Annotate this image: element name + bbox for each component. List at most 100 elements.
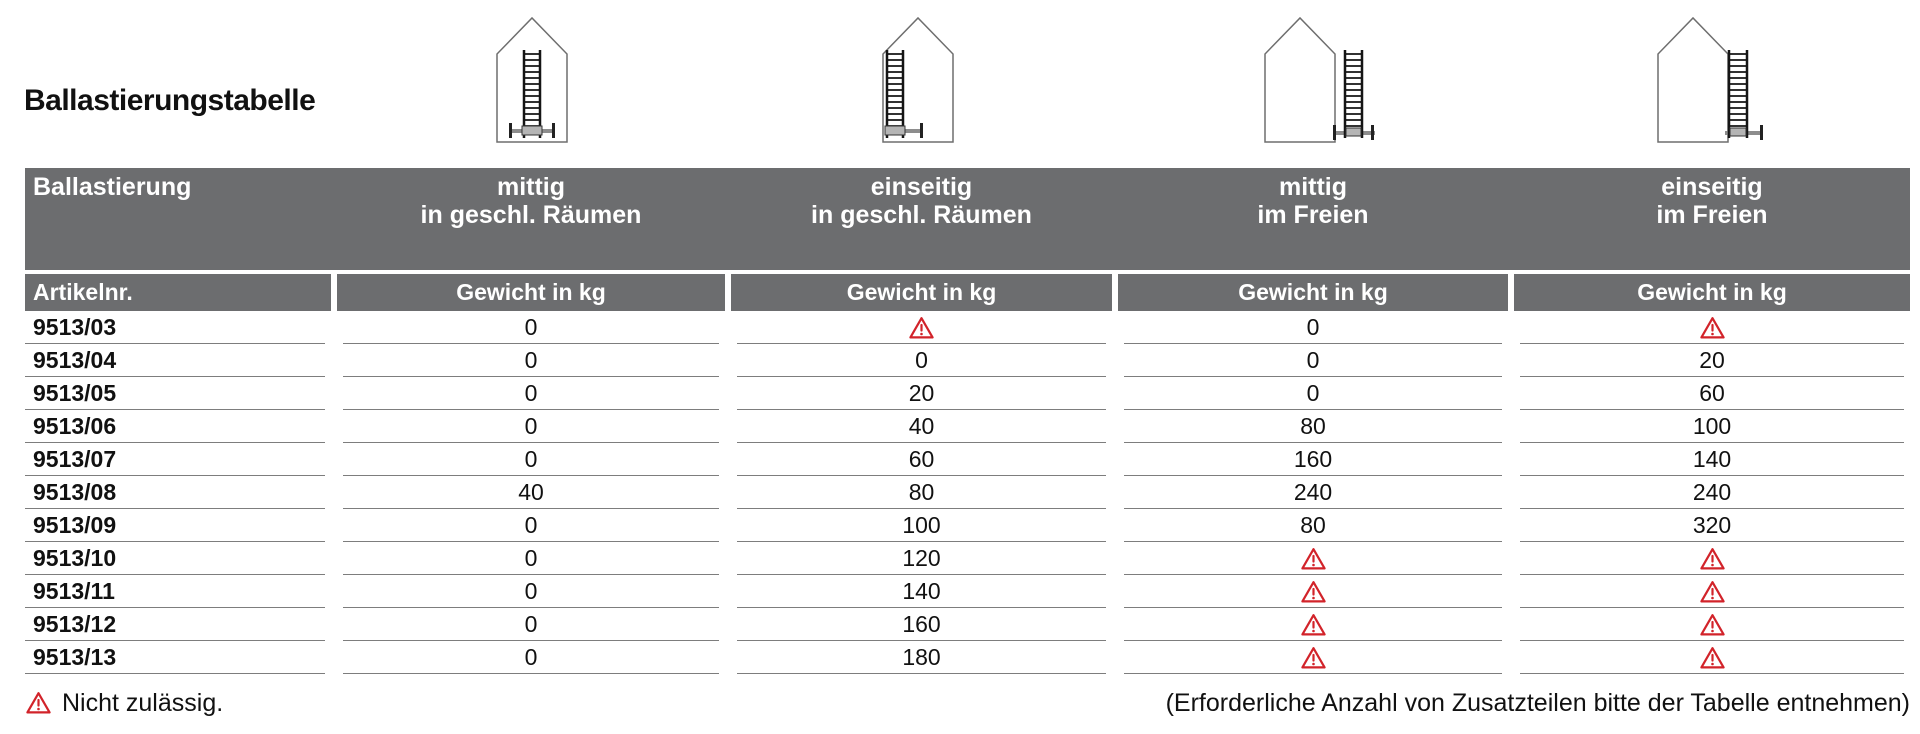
warning-icon	[1300, 613, 1326, 635]
warning-icon	[1699, 547, 1725, 569]
warning-icon	[1699, 316, 1725, 338]
value-cell: 0	[1118, 377, 1508, 410]
value-cell: 240	[1118, 476, 1508, 509]
artikelnr-cell: 9513/12	[25, 608, 331, 641]
column-header-line1: mittig	[496, 173, 566, 201]
artikelnr-cell: 9513/11	[25, 575, 331, 608]
table-row: 9513/13 0 180	[25, 641, 1910, 674]
value-cell: 0	[337, 311, 725, 344]
value-cell: 160	[1118, 443, 1508, 476]
table-rows: 9513/03 0 0 9513/04 0 0 0 20 9513/05 0 2…	[25, 311, 1910, 674]
header-ballastierung-label: Ballastierung	[33, 173, 192, 201]
value-cell: 100	[1514, 410, 1910, 443]
house-ladder-center-outdoor-icon	[1264, 16, 1375, 143]
value-cell: 80	[731, 476, 1112, 509]
value-cell: 20	[731, 377, 1112, 410]
value-cell	[731, 311, 1112, 344]
gewicht-header: Gewicht in kg	[1514, 274, 1910, 311]
warning-icon	[26, 692, 51, 714]
value-cell	[1118, 542, 1508, 575]
artikelnr-cell: 9513/13	[25, 641, 331, 674]
table-row: 9513/11 0 140	[25, 575, 1910, 608]
value-cell: 0	[731, 344, 1112, 377]
column-header-line2: in geschl. Räumen	[420, 201, 642, 229]
value-cell: 140	[1514, 443, 1910, 476]
value-cell: 0	[337, 344, 725, 377]
value-cell: 0	[337, 443, 725, 476]
value-cell: 140	[731, 575, 1112, 608]
value-cell: 100	[731, 509, 1112, 542]
value-cell: 60	[731, 443, 1112, 476]
value-cell	[1118, 608, 1508, 641]
value-cell: 40	[337, 476, 725, 509]
value-cell	[1514, 542, 1910, 575]
house-ladder-side-indoor-icon	[882, 16, 954, 143]
table-row: 9513/04 0 0 0 20	[25, 344, 1910, 377]
value-cell: 0	[337, 377, 725, 410]
artikelnr-cell: 9513/08	[25, 476, 331, 509]
value-cell	[1514, 608, 1910, 641]
value-cell: 0	[1118, 311, 1508, 344]
column-header-mittig-indoor: mittig in geschl. Räumen	[337, 173, 725, 229]
value-cell: 320	[1514, 509, 1910, 542]
value-cell: 180	[731, 641, 1112, 674]
page-title: Ballastierungstabelle	[24, 84, 316, 117]
warning-legend-text: Nicht zulässig.	[62, 688, 224, 717]
value-cell: 0	[337, 608, 725, 641]
value-cell: 0	[337, 410, 725, 443]
footer: Nicht zulässig. (Erforderliche Anzahl vo…	[25, 684, 1910, 722]
column-header-line2: im Freien	[1656, 201, 1768, 229]
value-cell: 0	[337, 509, 725, 542]
value-cell: 0	[337, 641, 725, 674]
house-ladder-center-indoor-icon	[496, 16, 568, 143]
table-row: 9513/09 0 100 80 320	[25, 509, 1910, 542]
gewicht-header: Gewicht in kg	[731, 274, 1112, 311]
value-cell: 0	[337, 575, 725, 608]
artikelnr-cell: 9513/07	[25, 443, 331, 476]
warning-icon-slot	[25, 691, 52, 715]
artikelnr-header: Artikelnr.	[25, 274, 331, 311]
column-header-line1: einseitig	[870, 173, 973, 201]
value-cell: 40	[731, 410, 1112, 443]
value-cell: 120	[731, 542, 1112, 575]
warning-icon	[909, 316, 934, 338]
artikelnr-cell: 9513/03	[25, 311, 331, 344]
artikelnr-cell: 9513/06	[25, 410, 331, 443]
value-cell	[1514, 575, 1910, 608]
header-band-main: Ballastierung mittig in geschl. Räumen e…	[25, 168, 1910, 270]
column-header-line2: im Freien	[1257, 201, 1369, 229]
value-cell	[1118, 641, 1508, 674]
warning-icon	[1300, 547, 1326, 569]
value-cell: 20	[1514, 344, 1910, 377]
table-row: 9513/05 0 20 0 60	[25, 377, 1910, 410]
column-header-line1: mittig	[1278, 173, 1348, 201]
warning-icon	[1699, 613, 1725, 635]
table-row: 9513/07 0 60 160 140	[25, 443, 1910, 476]
column-header-einseitig-outdoor: einseitig im Freien	[1514, 173, 1910, 229]
value-cell	[1118, 575, 1508, 608]
column-header-mittig-outdoor: mittig im Freien	[1118, 173, 1508, 229]
value-cell	[1514, 311, 1910, 344]
value-cell	[1514, 641, 1910, 674]
table-row: 9513/08 40 80 240 240	[25, 476, 1910, 509]
value-cell: 240	[1514, 476, 1910, 509]
table-row: 9513/06 0 40 80 100	[25, 410, 1910, 443]
warning-icon	[1300, 646, 1326, 668]
gewicht-header: Gewicht in kg	[337, 274, 725, 311]
column-header-line1: einseitig	[1661, 173, 1763, 201]
value-cell: 0	[337, 542, 725, 575]
house-ladder-side-outdoor-icon	[1657, 16, 1763, 143]
column-header-line2: in geschl. Räumen	[811, 201, 1032, 229]
header-band-sub: Artikelnr. Gewicht in kg Gewicht in kg G…	[25, 274, 1910, 311]
warning-legend: Nicht zulässig.	[25, 689, 223, 718]
warning-icon	[1699, 646, 1725, 668]
table-row: 9513/03 0 0	[25, 311, 1910, 344]
value-cell: 80	[1118, 410, 1508, 443]
value-cell: 160	[731, 608, 1112, 641]
footer-note: (Erforderliche Anzahl von Zusatzteilen b…	[1165, 688, 1910, 717]
value-cell: 0	[1118, 344, 1508, 377]
artikelnr-cell: 9513/10	[25, 542, 331, 575]
warning-icon	[1300, 580, 1326, 602]
warning-icon	[1699, 580, 1725, 602]
